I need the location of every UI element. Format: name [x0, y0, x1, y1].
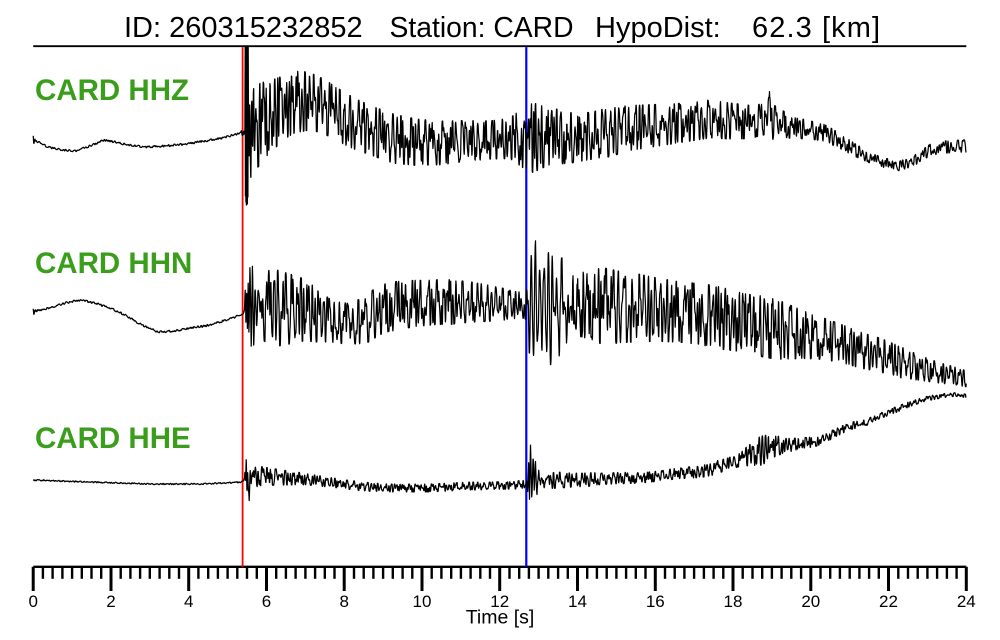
- svg-text:8: 8: [339, 592, 348, 611]
- svg-text:2: 2: [106, 592, 115, 611]
- svg-text:Time [s]: Time [s]: [466, 607, 535, 629]
- svg-text:Station: CARD: Station: CARD: [390, 11, 574, 43]
- svg-text:0: 0: [28, 592, 37, 611]
- svg-text:14: 14: [568, 592, 587, 611]
- svg-text:CARD HHE: CARD HHE: [35, 422, 191, 455]
- svg-text:6: 6: [262, 592, 271, 611]
- svg-text:12: 12: [490, 592, 509, 611]
- svg-text:18: 18: [724, 592, 743, 611]
- svg-text:62.3 [km]: 62.3 [km]: [752, 12, 881, 44]
- svg-text:22: 22: [879, 592, 898, 611]
- svg-text:10: 10: [413, 592, 432, 611]
- svg-text:HypoDist:: HypoDist:: [595, 12, 721, 44]
- svg-text:4: 4: [184, 592, 193, 611]
- svg-text:ID: 260315232852: ID: 260315232852: [124, 12, 363, 44]
- svg-text:CARD HHN: CARD HHN: [35, 247, 192, 280]
- svg-text:24: 24: [957, 592, 976, 611]
- svg-text:20: 20: [801, 592, 820, 611]
- svg-text:CARD HHZ: CARD HHZ: [35, 74, 189, 107]
- svg-text:16: 16: [646, 592, 665, 611]
